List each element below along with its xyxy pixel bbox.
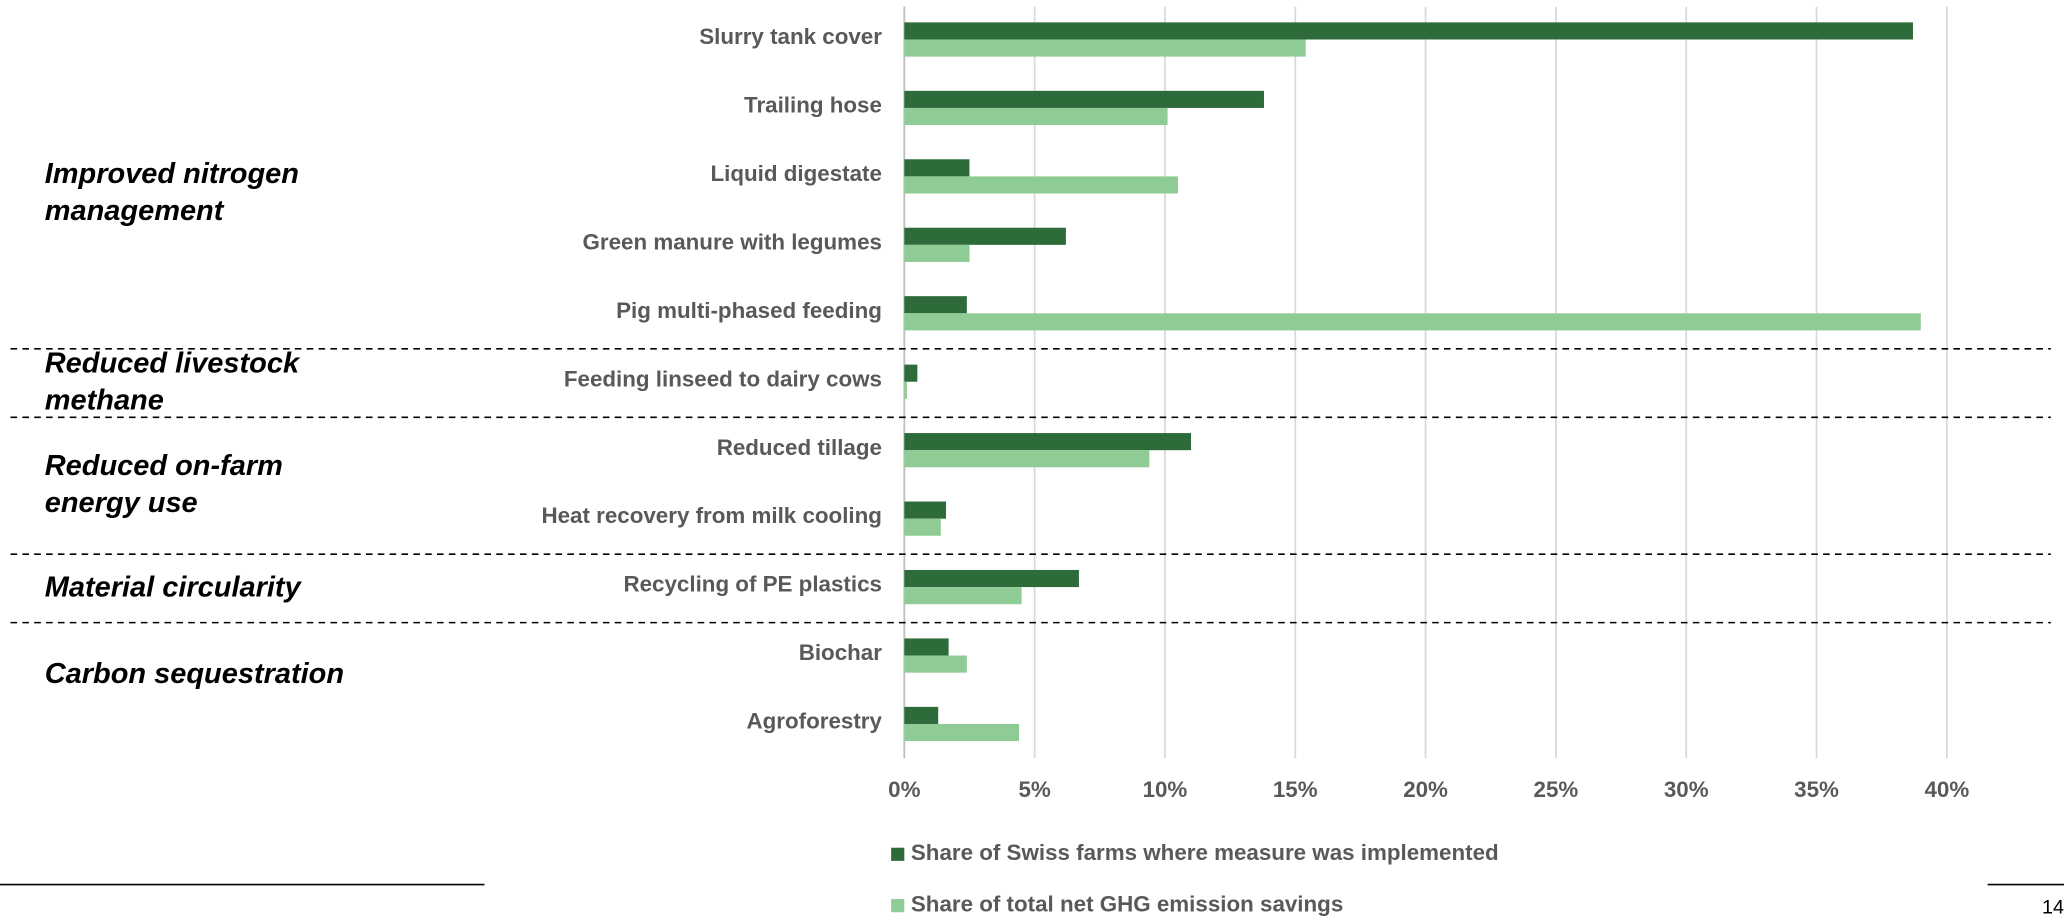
x-tick-label: 40% bbox=[1924, 777, 1969, 802]
y-tick-label: Pig multi-phased feeding bbox=[616, 298, 882, 323]
y-tick-label: Liquid digestate bbox=[711, 161, 882, 186]
bar bbox=[904, 364, 918, 382]
legend-swatch bbox=[891, 899, 905, 913]
y-tick-label: Recycling of PE plastics bbox=[623, 572, 881, 597]
bar bbox=[904, 176, 1178, 194]
group-label: Reduced livestock methane bbox=[44, 346, 300, 416]
y-tick-label: Feeding linseed to dairy cows bbox=[564, 366, 882, 391]
bar bbox=[904, 244, 970, 262]
group-label: Material circularity bbox=[44, 569, 301, 603]
legend-swatch bbox=[891, 847, 905, 861]
legend-label: Share of Swiss farms where measure was i… bbox=[911, 840, 1499, 865]
bar bbox=[904, 107, 1168, 126]
bar bbox=[904, 501, 947, 519]
x-tick-label: 35% bbox=[1794, 777, 1839, 802]
y-tick-label: Trailing hose bbox=[744, 93, 882, 118]
bar bbox=[904, 655, 967, 673]
bar bbox=[904, 227, 1066, 245]
group-label: Carbon sequestration bbox=[44, 656, 345, 690]
y-tick-label: Heat recovery from milk cooling bbox=[541, 503, 881, 528]
bar bbox=[904, 450, 1150, 468]
bar bbox=[904, 587, 1022, 605]
bar bbox=[904, 90, 1264, 108]
bar bbox=[904, 706, 939, 724]
bar bbox=[904, 159, 970, 177]
bar bbox=[904, 313, 1921, 331]
bar bbox=[904, 381, 907, 399]
x-tick-label: 0% bbox=[888, 777, 920, 802]
y-tick-label: Agroforestry bbox=[747, 709, 883, 734]
x-tick-label: 30% bbox=[1664, 777, 1709, 802]
bar bbox=[904, 433, 1192, 451]
group-label: Reduced on-farm energy use bbox=[44, 448, 283, 519]
legend-label: Share of total net GHG emission savings bbox=[911, 892, 1343, 916]
y-tick-label: Reduced tillage bbox=[717, 435, 882, 460]
bar bbox=[904, 569, 1079, 588]
x-tick-label: 25% bbox=[1534, 777, 1579, 802]
group-label: Improved nitrogen management bbox=[44, 156, 299, 227]
bar bbox=[904, 39, 1306, 57]
bar bbox=[904, 638, 949, 656]
bar bbox=[904, 22, 1913, 40]
x-tick-label: 15% bbox=[1273, 777, 1318, 802]
y-tick-label: Biochar bbox=[799, 640, 883, 665]
bar bbox=[904, 518, 941, 536]
y-tick-label: Green manure with legumes bbox=[582, 229, 881, 254]
page-number: 14 bbox=[2042, 896, 2064, 916]
x-tick-label: 10% bbox=[1143, 777, 1188, 802]
y-tick-label: Slurry tank cover bbox=[699, 24, 882, 49]
x-tick-label: 20% bbox=[1403, 777, 1448, 802]
bar bbox=[904, 296, 967, 314]
x-tick-label: 5% bbox=[1018, 777, 1050, 802]
bar bbox=[904, 723, 1019, 742]
